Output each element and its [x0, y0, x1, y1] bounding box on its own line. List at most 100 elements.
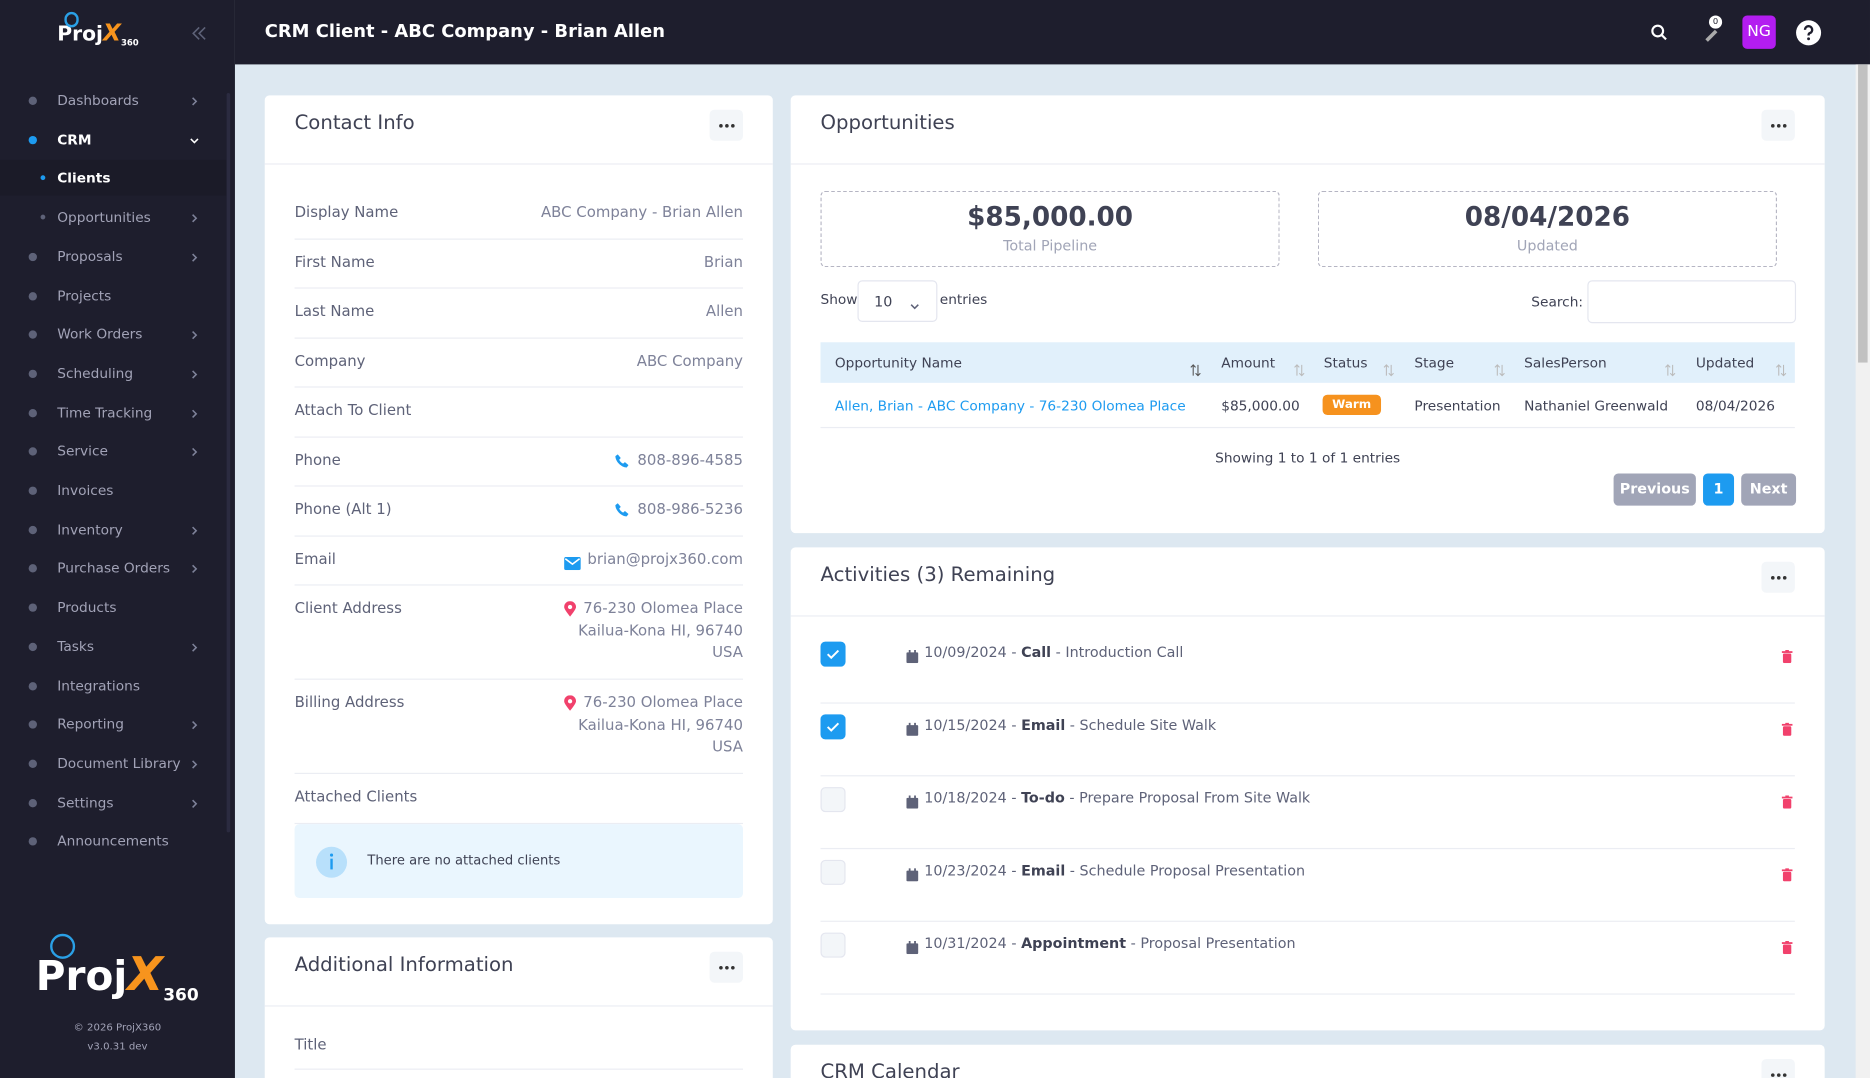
delete-button[interactable]	[1781, 936, 1793, 959]
activity-date: 10/23/2024	[924, 862, 1007, 879]
column-header[interactable]: Amount	[1221, 354, 1276, 371]
nav-item[interactable]: Tasks	[0, 628, 227, 664]
activity-separator: -	[1055, 644, 1061, 661]
sidebar: ProjX360 Dashboards CRM Clients Opportunitie…	[0, 0, 235, 1078]
nav-item[interactable]: Announcements	[0, 823, 227, 859]
activity-checkbox[interactable]	[820, 714, 846, 740]
page-button[interactable]: 1	[1703, 473, 1735, 506]
next-button[interactable]: Next	[1741, 473, 1797, 506]
activity-description: Schedule Site Walk	[1079, 716, 1217, 734]
delete-button[interactable]	[1781, 718, 1793, 741]
nav-bullet	[28, 525, 37, 534]
nav-chevron	[188, 406, 200, 423]
nav-item[interactable]: Opportunities	[0, 199, 227, 235]
user-avatar[interactable]: NG	[1742, 15, 1776, 49]
field-icon	[564, 693, 577, 716]
nav-item[interactable]: Service	[0, 433, 227, 469]
field-row: Company ABC Company	[294, 337, 743, 388]
search-button[interactable]	[1651, 23, 1668, 46]
page-size-select[interactable]: 10	[857, 280, 938, 323]
activity-checkbox[interactable]	[820, 787, 846, 813]
column-header[interactable]: Updated	[1695, 354, 1755, 371]
nav-item[interactable]: Proposals	[0, 238, 227, 274]
help-button[interactable]	[1796, 20, 1822, 46]
activity-text: 10/23/2024 - Email - Schedule Proposal P…	[924, 862, 1305, 879]
column-header[interactable]: SalesPerson	[1524, 354, 1607, 371]
nav-chevron	[188, 133, 200, 150]
notifications-button[interactable]	[1704, 24, 1718, 47]
logo-mark: X	[127, 948, 164, 1002]
delete-button[interactable]	[1781, 863, 1793, 886]
activity-separator: -	[1069, 789, 1075, 807]
logo-gear	[49, 933, 76, 959]
nav-item[interactable]: Purchase Orders	[0, 550, 227, 586]
nav-item[interactable]: Reporting	[0, 706, 227, 742]
nav-item[interactable]: Dashboards	[0, 82, 227, 118]
table-cell: Nathaniel Greenwald	[1524, 397, 1669, 414]
nav-label: Announcements	[57, 832, 169, 850]
nav-item[interactable]: Invoices	[0, 472, 227, 508]
card-divider	[790, 615, 1825, 617]
nav-item[interactable]: Projects	[0, 277, 227, 313]
card-menu-button[interactable]	[1761, 109, 1795, 141]
nav-item[interactable]: Settings	[0, 784, 227, 820]
activity-description: Proposal Presentation	[1140, 934, 1296, 952]
field-row: Phone 808-896-4585	[294, 436, 743, 487]
activity-checkbox[interactable]	[820, 859, 846, 885]
nav-item[interactable]: Document Library	[0, 745, 227, 781]
activity-row: 10/23/2024 - Email - Schedule Proposal P…	[820, 849, 1795, 922]
activity-row: 10/15/2024 - Email - Schedule Site Walk	[820, 704, 1795, 777]
delete-button[interactable]	[1781, 791, 1793, 814]
card-menu-button[interactable]	[709, 109, 743, 141]
card-menu-button[interactable]	[709, 951, 743, 983]
nav-item[interactable]: CRM	[0, 121, 227, 157]
nav-chevron	[188, 640, 200, 657]
search-input[interactable]	[1587, 280, 1797, 324]
field-label: Attached Clients	[294, 787, 418, 806]
table-info: Showing 1 to 1 of 1 entries	[1215, 449, 1401, 467]
nav-label: Proposals	[57, 247, 123, 265]
nav-item[interactable]: Clients	[0, 160, 227, 197]
nav-item[interactable]: Integrations	[0, 667, 227, 703]
nav-item[interactable]: Scheduling	[0, 355, 227, 391]
column-header[interactable]: Status	[1323, 354, 1368, 371]
notice-icon	[315, 846, 348, 884]
column-header[interactable]: Opportunity Name	[834, 354, 962, 371]
nav-item[interactable]: Time Tracking	[0, 394, 227, 430]
field-row: Attached Clients	[294, 773, 743, 824]
calendar-icon	[906, 791, 919, 814]
activity-separator: -	[1130, 934, 1136, 952]
nav-bullet	[28, 564, 37, 573]
previous-button[interactable]: Previous	[1613, 473, 1696, 506]
search-label: Search:	[1531, 293, 1584, 311]
activity-text: 10/09/2024 - Call - Introduction Call	[924, 644, 1183, 661]
field-value: Allen	[705, 301, 743, 320]
stat-label: Total Pipeline	[1003, 237, 1098, 255]
delete-button[interactable]	[1781, 645, 1793, 668]
activity-type: Email	[1021, 716, 1066, 734]
field-row: First Name Brian	[294, 238, 743, 289]
nav-label: Reporting	[57, 715, 124, 733]
card-menu-button[interactable]	[1761, 561, 1795, 593]
nav-bullet	[28, 798, 37, 807]
card-divider	[790, 163, 1825, 165]
activity-checkbox[interactable]	[820, 641, 846, 667]
activity-separator: -	[1069, 716, 1075, 734]
calendar-icon	[906, 863, 919, 886]
stat-box: $85,000.00 Total Pipeline	[820, 190, 1280, 268]
activity-checkbox[interactable]	[820, 932, 846, 958]
card-menu-button[interactable]	[1761, 1059, 1795, 1078]
nav-item[interactable]: Work Orders	[0, 316, 227, 352]
activity-separator: -	[1011, 644, 1017, 661]
nav-bullet	[28, 369, 37, 378]
card-title: Opportunities	[820, 110, 955, 134]
collapse-button[interactable]	[191, 24, 208, 47]
column-header[interactable]: Stage	[1414, 354, 1455, 371]
card-divider	[264, 1005, 773, 1007]
opportunity-link[interactable]: Allen, Brian - ABC Company - 76-230 Olom…	[834, 397, 1186, 414]
nav-item[interactable]: Products	[0, 589, 227, 625]
nav-item[interactable]: Inventory	[0, 511, 227, 547]
nav-bullet	[28, 408, 37, 417]
field-label: Email	[294, 549, 336, 568]
